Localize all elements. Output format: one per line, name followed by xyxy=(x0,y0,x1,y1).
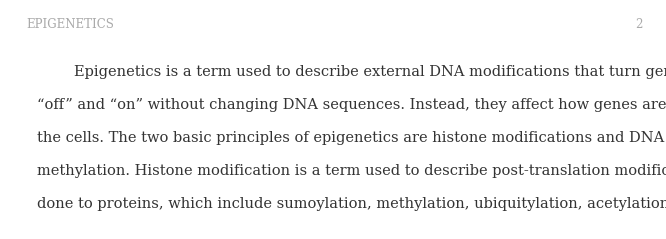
Text: Epigenetics is a term used to describe external DNA modifications that turn gene: Epigenetics is a term used to describe e… xyxy=(37,65,666,79)
Text: done to proteins, which include sumoylation, methylation, ubiquitylation, acetyl: done to proteins, which include sumoylat… xyxy=(37,197,666,211)
Text: 2: 2 xyxy=(635,18,643,31)
Text: the cells. The two basic principles of epigenetics are histone modifications and: the cells. The two basic principles of e… xyxy=(37,131,664,145)
Text: “off” and “on” without changing DNA sequences. Instead, they affect how genes ar: “off” and “on” without changing DNA sequ… xyxy=(37,98,666,112)
Text: methylation. Histone modification is a term used to describe post-translation mo: methylation. Histone modification is a t… xyxy=(37,164,666,178)
Text: EPIGENETICS: EPIGENETICS xyxy=(27,18,115,31)
